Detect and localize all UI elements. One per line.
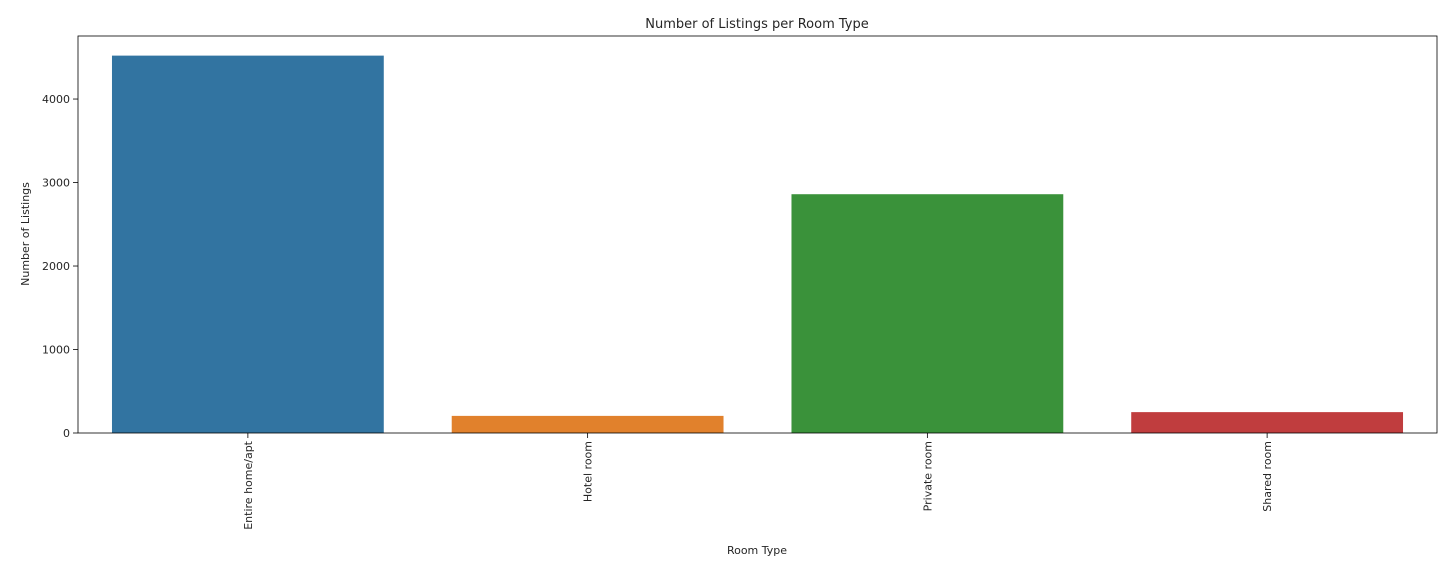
x-axis-label: Room Type — [727, 544, 787, 557]
x-tick-label: Shared room — [1261, 441, 1274, 512]
x-axis-ticks: Entire home/apt Hotel room Private room Sha… — [242, 433, 1274, 530]
y-tick-label: 4000 — [42, 93, 70, 106]
bar-entire-home-apt — [111, 55, 384, 434]
x-tick-label: Hotel room — [582, 441, 595, 502]
x-tick-label: Private room — [921, 441, 934, 511]
bars-group — [111, 55, 1404, 434]
y-tick-label: 2000 — [42, 260, 70, 273]
plot-frame — [77, 35, 1438, 434]
chart-title: Number of Listings per Room Type — [645, 17, 869, 32]
y-axis-label: Number of Listings — [19, 182, 32, 286]
bar-hotel-room — [451, 415, 724, 433]
bar-shared-room — [1131, 412, 1404, 433]
y-tick-label: 1000 — [42, 344, 70, 357]
y-tick-label: 3000 — [42, 177, 70, 190]
y-axis-ticks: 0 1000 2000 3000 4000 — [42, 93, 78, 440]
bar-private-room — [791, 194, 1064, 433]
x-tick-label: Entire home/apt — [242, 440, 255, 529]
y-tick-label: 0 — [63, 427, 70, 440]
